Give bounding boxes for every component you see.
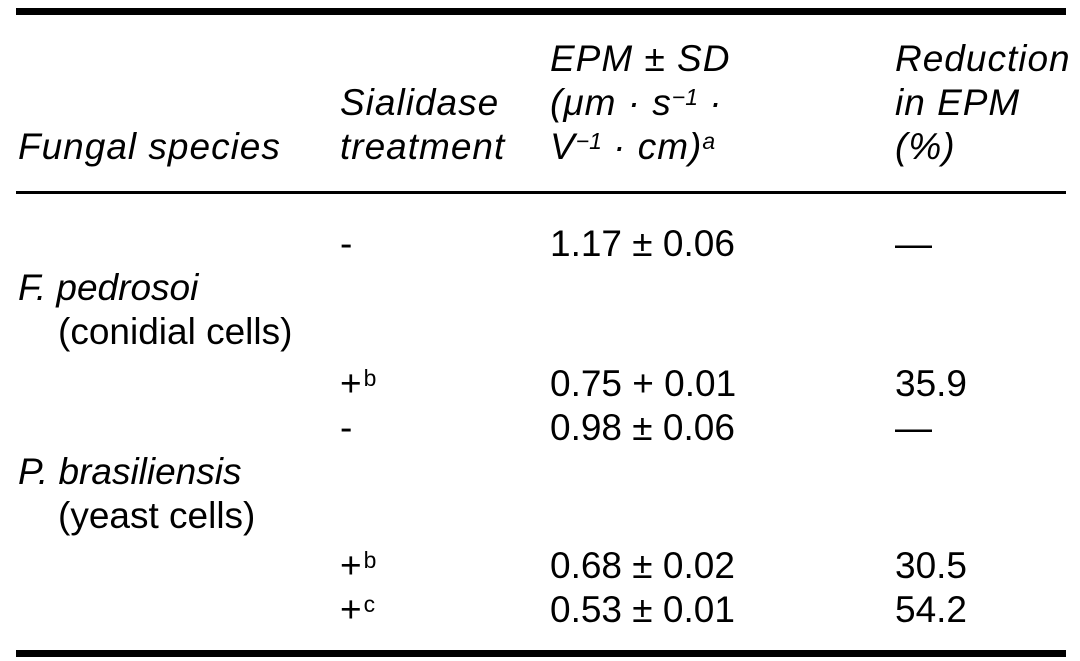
epm-cell: 1.17 ± 0.06 — [550, 223, 735, 264]
epm-cell — [550, 266, 895, 310]
table-row: (yeast cells) — [18, 494, 1070, 538]
treatment-cell: - — [340, 407, 353, 448]
table-row: - 1.17 ± 0.06 — — [18, 222, 1070, 266]
table-row: P. brasiliensis — [18, 450, 1070, 494]
epm-cell: 0.98 ± 0.06 — [550, 407, 735, 448]
epm-cell: 0.75 + 0.01 — [550, 363, 737, 404]
table-row: +b 0.75 + 0.01 35.9 — [18, 362, 1070, 406]
reduction-cell — [895, 494, 1070, 538]
reduction-cell: — — [895, 223, 932, 264]
treatment-cell — [340, 494, 550, 538]
treatment-cell: +b — [340, 363, 377, 404]
header-sialidase-treatment: Sialidase treatment — [340, 82, 506, 167]
epm-cell — [550, 310, 895, 354]
table-row: - 0.98 ± 0.06 — — [18, 406, 1070, 450]
header-epm-sd: EPM ± SD (μm · s−1 · V−1 · cm)a — [550, 38, 731, 167]
table-row: +b 0.68 ± 0.02 30.5 — [18, 544, 1070, 588]
treatment-cell: - — [340, 223, 353, 264]
superscript-minus-one: −1 — [671, 83, 698, 110]
reduction-cell: 54.2 — [895, 589, 968, 630]
species-cell: P. brasiliensis — [18, 451, 242, 492]
table-header-row: Fungal species Sialidase treatment EPM ±… — [18, 14, 1070, 191]
footnote-marker-a: a — [702, 127, 716, 154]
species-cell: (yeast cells) — [58, 495, 256, 536]
header-reduction-epm: Reduction in EPM (%) — [895, 38, 1071, 167]
table-body: - 1.17 ± 0.06 — F. pedrosoi (conidial ce… — [18, 194, 1070, 632]
species-cell — [18, 544, 340, 588]
species-cell — [18, 362, 340, 406]
epm-cell: 0.68 ± 0.02 — [550, 545, 735, 586]
header-fungal-species: Fungal species — [18, 125, 340, 191]
superscript-minus-one: −1 — [575, 127, 602, 154]
reduction-cell: 30.5 — [895, 545, 968, 586]
reduction-cell — [895, 310, 1070, 354]
table-top-rule — [16, 8, 1066, 15]
table-row: (conidial cells) — [18, 310, 1070, 354]
table-row: +c 0.53 ± 0.01 54.2 — [18, 588, 1070, 632]
treatment-cell: +b — [340, 545, 377, 586]
table-row: F. pedrosoi — [18, 266, 1070, 310]
species-cell: (conidial cells) — [58, 311, 293, 352]
table-bottom-rule — [16, 650, 1066, 657]
footnote-marker-c: c — [363, 590, 376, 617]
reduction-cell: 35.9 — [895, 363, 968, 404]
header-fungal-species-line: Fungal species — [18, 126, 281, 167]
epm-cell — [550, 450, 895, 494]
header-separator-rule — [16, 191, 1066, 194]
treatment-cell — [340, 266, 550, 310]
treatment-cell — [340, 450, 550, 494]
species-cell: F. pedrosoi — [18, 267, 199, 308]
footnote-marker-b: b — [363, 364, 377, 391]
treatment-cell: +c — [340, 589, 376, 630]
treatment-cell — [340, 310, 550, 354]
epm-cell — [550, 494, 895, 538]
reduction-cell — [895, 266, 1070, 310]
species-cell — [18, 406, 340, 450]
species-cell — [18, 588, 340, 632]
species-cell — [18, 222, 340, 266]
reduction-cell — [895, 450, 1070, 494]
epm-cell: 0.53 ± 0.01 — [550, 589, 735, 630]
reduction-cell: — — [895, 407, 932, 448]
footnote-marker-b: b — [363, 546, 377, 573]
